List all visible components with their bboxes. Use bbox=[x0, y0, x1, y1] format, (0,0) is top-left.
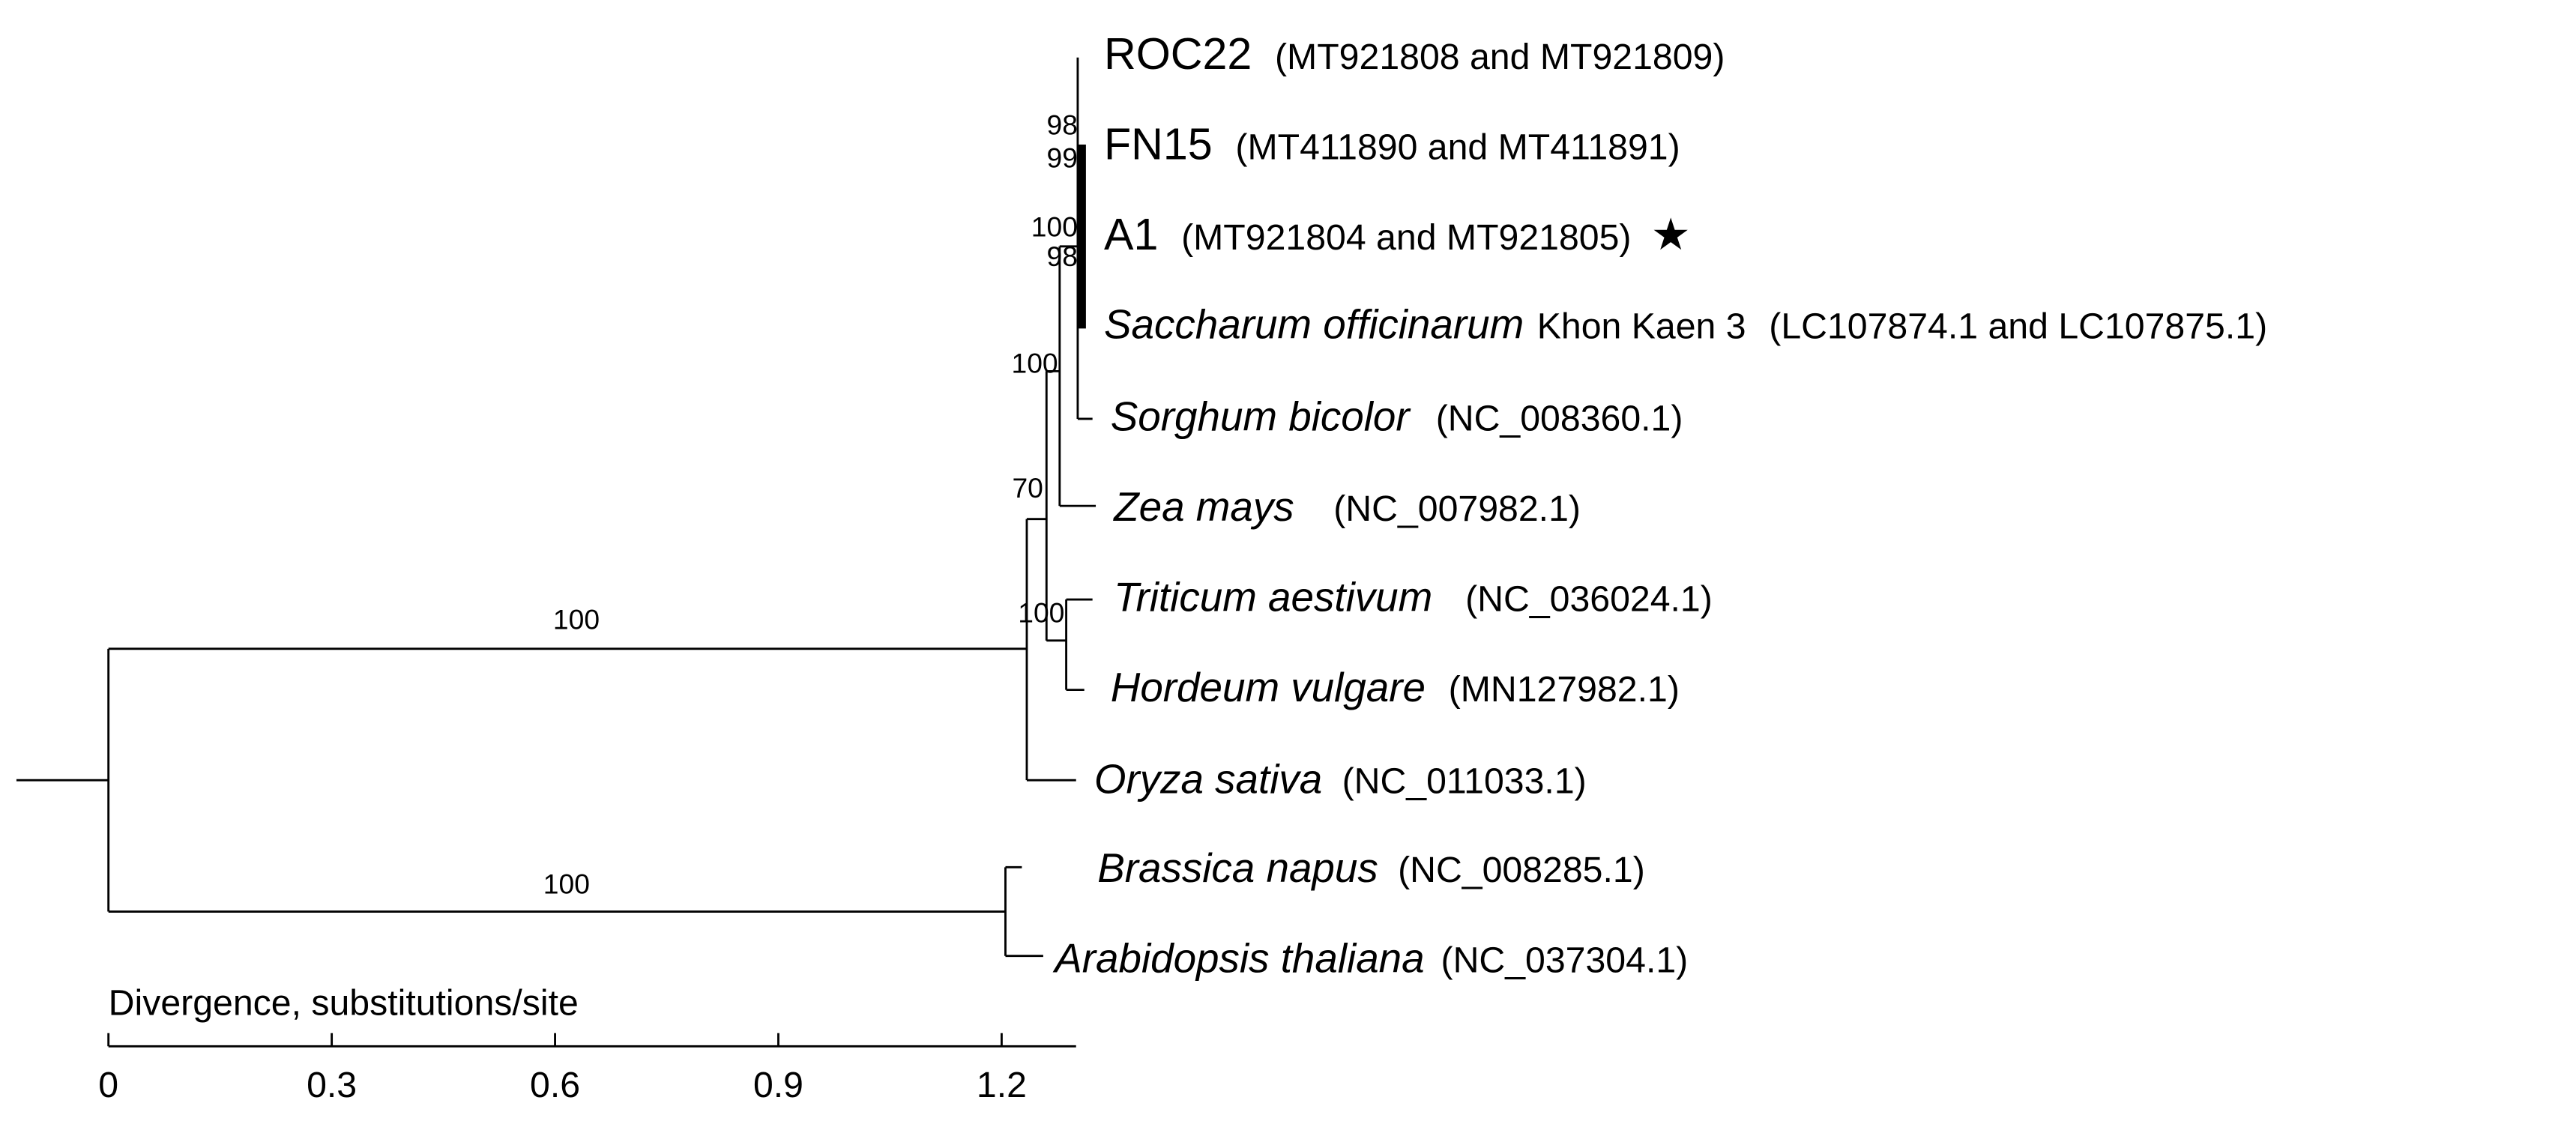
tick-label: 0.6 bbox=[530, 1065, 580, 1105]
bootstrap-label: 100 bbox=[553, 604, 600, 635]
branches bbox=[16, 57, 1097, 958]
tick-label: 1.2 bbox=[977, 1065, 1027, 1105]
leaf-label: FN15 (MT411890 and MT411891) bbox=[1104, 119, 1680, 169]
tick-label: 0.3 bbox=[307, 1065, 357, 1105]
leaf-label: Brassica napus (NC_008285.1) bbox=[1097, 844, 1645, 891]
leaf-label: Hordeum vulgare (MN127982.1) bbox=[1111, 664, 1680, 710]
scale-bar: Divergence, substitutions/site 0 0.3 0.6 0.… bbox=[98, 983, 1076, 1105]
bootstrap-label: 98 bbox=[1046, 109, 1077, 141]
tick-label: 0.9 bbox=[753, 1065, 803, 1105]
leaf-label: Sorghum bicolor (NC_008360.1) bbox=[1111, 393, 1683, 439]
bootstrap-labels: 98 99 100 98 100 70 100 100 100 bbox=[543, 109, 1078, 900]
bootstrap-label: 98 bbox=[1046, 241, 1077, 272]
bootstrap-label: 100 bbox=[1011, 348, 1058, 379]
leaf-label: Zea mays (NC_007982.1) bbox=[1112, 483, 1581, 530]
leaf-label: A1 (MT921804 and MT921805) ★ bbox=[1104, 209, 1691, 259]
bootstrap-label: 70 bbox=[1012, 472, 1043, 504]
leaf-labels: ROC22 (MT921808 and MT921809) FN15 (MT4118… bbox=[1052, 28, 2267, 982]
tick-label: 0 bbox=[98, 1065, 118, 1105]
leaf-label: Oryza sativa (NC_011033.1) bbox=[1094, 756, 1587, 803]
bootstrap-label: 100 bbox=[1031, 211, 1078, 243]
scale-title: Divergence, substitutions/site bbox=[109, 983, 579, 1024]
leaf-label: ROC22 (MT921808 and MT921809) bbox=[1104, 28, 1725, 79]
leaf-label: Arabidopsis thaliana (NC_037304.1) bbox=[1052, 935, 1688, 982]
bootstrap-label: 100 bbox=[1018, 597, 1064, 629]
bootstrap-label: 99 bbox=[1046, 142, 1077, 174]
bootstrap-label: 100 bbox=[543, 868, 590, 899]
leaf-label: Triticum aestivum (NC_036024.1) bbox=[1114, 573, 1713, 620]
leaf-label: Saccharum officinarum Khon Kaen 3 (LC10787… bbox=[1104, 301, 2267, 348]
